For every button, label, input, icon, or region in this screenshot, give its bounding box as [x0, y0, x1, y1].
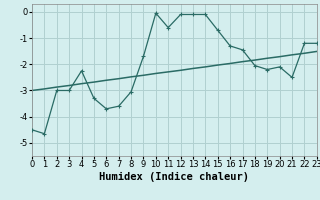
X-axis label: Humidex (Indice chaleur): Humidex (Indice chaleur): [100, 172, 249, 182]
